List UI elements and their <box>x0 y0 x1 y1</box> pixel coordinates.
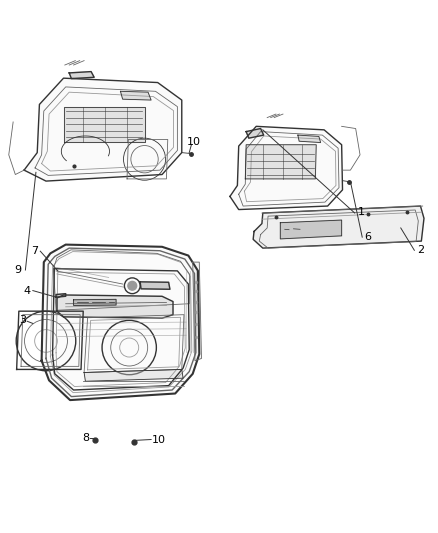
Polygon shape <box>74 300 116 305</box>
Text: 4: 4 <box>24 286 31 296</box>
Text: 6: 6 <box>364 232 371 242</box>
Circle shape <box>128 281 137 290</box>
Polygon shape <box>56 294 66 297</box>
Polygon shape <box>193 262 201 361</box>
Polygon shape <box>24 78 182 181</box>
Polygon shape <box>230 126 343 209</box>
Text: 3: 3 <box>19 315 26 325</box>
Text: 7: 7 <box>31 246 38 256</box>
Polygon shape <box>69 71 94 78</box>
Text: 1: 1 <box>358 207 365 217</box>
Text: 2: 2 <box>417 245 424 255</box>
Polygon shape <box>298 135 321 142</box>
Polygon shape <box>57 295 173 318</box>
Text: 8: 8 <box>82 433 89 443</box>
Polygon shape <box>253 206 424 248</box>
Polygon shape <box>246 128 264 138</box>
Text: 9: 9 <box>14 265 21 275</box>
Polygon shape <box>120 91 151 100</box>
Text: 10: 10 <box>187 136 201 147</box>
Polygon shape <box>64 107 145 142</box>
Polygon shape <box>280 220 342 239</box>
Polygon shape <box>84 369 183 381</box>
Polygon shape <box>140 282 170 289</box>
Polygon shape <box>42 245 199 400</box>
Polygon shape <box>245 145 316 179</box>
Text: 10: 10 <box>152 435 166 445</box>
